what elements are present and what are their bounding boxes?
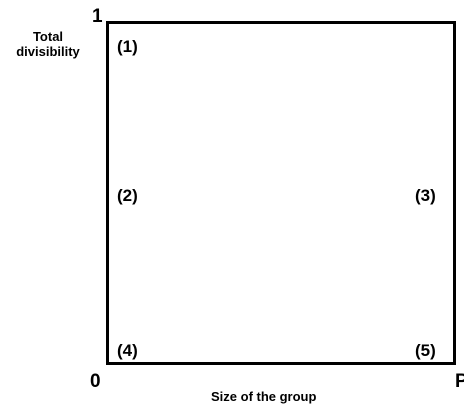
y-axis-title-line-2: divisibility (16, 44, 80, 59)
x-axis-title: Size of the group (211, 389, 317, 404)
region-label-1: (1) (117, 37, 138, 56)
y-axis-title-line-1: Total (32, 29, 64, 44)
origin-label: 0 (90, 371, 101, 392)
y-axis-title: Total divisibility (4, 29, 92, 59)
region-label-2: (2) (117, 186, 138, 205)
y-axis-max-label: 1 (92, 6, 103, 27)
region-label-4: (4) (117, 341, 138, 360)
region-label-5: (5) (415, 341, 436, 360)
x-axis-max-label: P (455, 371, 464, 392)
region-label-3: (3) (415, 186, 436, 205)
diagram-frame (106, 21, 456, 365)
